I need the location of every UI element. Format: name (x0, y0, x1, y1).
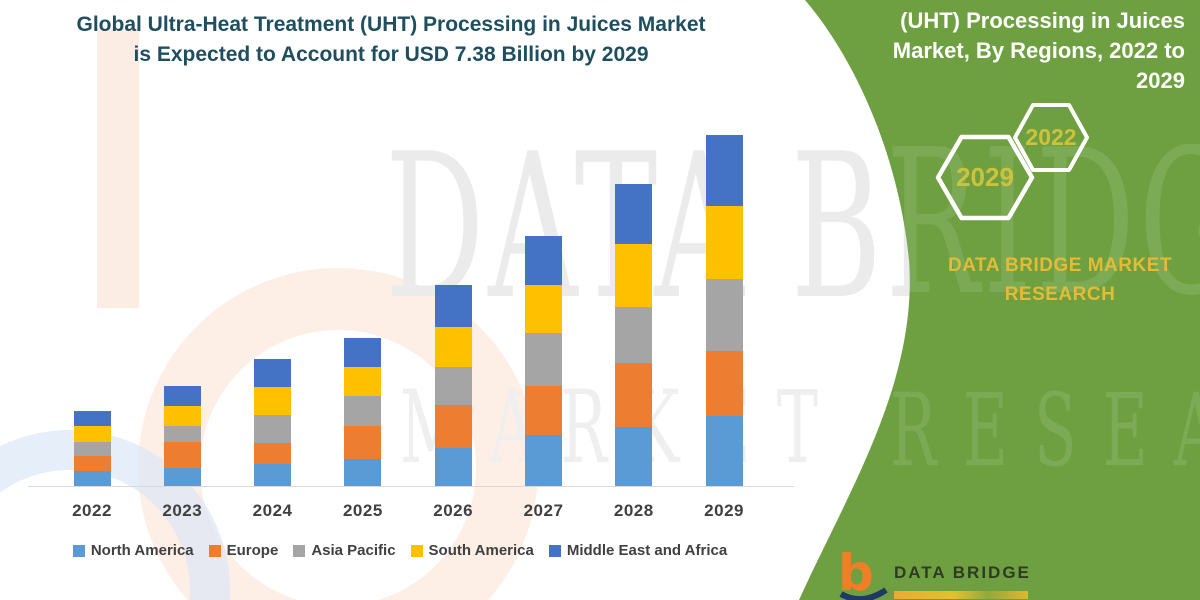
legend-item-asia-pacific: Asia Pacific (293, 542, 396, 559)
stacked-bar-2023 (163, 385, 201, 486)
bar-segment-2023-middle-east-and-africa (163, 385, 201, 406)
legend-label: Middle East and Africa (566, 542, 728, 559)
bar-segment-2024-asia-pacific (254, 415, 292, 444)
bar-segment-2023-north-america (163, 467, 201, 486)
legend-swatch-icon (208, 544, 221, 557)
bar-segment-2028-south-america (615, 243, 653, 307)
hexagon-2029 (935, 134, 1035, 221)
legend-item-europe: Europe (208, 542, 279, 559)
bar-segment-2028-middle-east-and-africa (615, 184, 653, 244)
bar-chart-plot-area (73, 135, 743, 486)
stacked-bar-2027 (525, 236, 562, 486)
bar-segment-2028-north-america (615, 427, 653, 486)
legend-label: Asia Pacific (311, 542, 396, 559)
bar-segment-2025-south-america (344, 366, 382, 396)
chart-legend: North America Europe Asia Pacific South Ame… (25, 542, 775, 559)
bar-segment-2027-asia-pacific (525, 333, 562, 386)
x-axis-label-2024: 2024 (252, 501, 293, 520)
bar-segment-2029-north-america (705, 416, 743, 486)
x-axis-label-2027: 2027 (523, 501, 564, 520)
bar-segment-2022-europe (73, 456, 111, 472)
legend-item-middle-east-and-africa: Middle East and Africa (548, 542, 728, 559)
banner-title-line: (UHT) Processing in Juices (900, 8, 1185, 33)
bar-segment-2022-north-america (73, 471, 111, 486)
bar-segment-2027-middle-east-and-africa (525, 236, 562, 285)
watermark-logo-bar (97, 28, 139, 308)
chart-title-line2: is Expected to Account for USD 7.38 Bill… (133, 43, 649, 67)
legend-swatch-icon (72, 544, 85, 557)
bar-segment-2027-europe (525, 385, 562, 436)
footer-accent-strip (894, 591, 1028, 599)
bar-segment-2022-middle-east-and-africa (73, 410, 111, 427)
x-axis-label-2028: 2028 (613, 501, 654, 520)
bar-segment-2027-south-america (525, 284, 562, 334)
legend-item-north-america: North America (72, 542, 194, 559)
bar-segment-2025-asia-pacific (344, 395, 382, 426)
banner-title: (UHT) Processing in Juices Market, By Reg… (855, 6, 1185, 96)
green-banner-shape: DATA BRIDGE MARKET RESEARCH (740, 0, 1200, 600)
bar-segment-2026-north-america (434, 448, 472, 486)
x-axis-line (28, 486, 794, 487)
bar-segment-2024-south-america (254, 386, 292, 416)
stacked-bar-2028 (615, 184, 653, 486)
chart-title-line1: Global Ultra-Heat Treatment (UHT) Proces… (76, 13, 706, 36)
chart-title: Global Ultra-Heat Treatment (UHT) Proces… (28, 10, 754, 71)
bar-segment-2029-middle-east-and-africa (705, 135, 743, 207)
bar-segment-2023-europe (163, 442, 201, 468)
bar-segment-2024-europe (254, 443, 292, 465)
x-axis-label-2025: 2025 (342, 501, 383, 520)
legend-item-south-america: South America (410, 542, 534, 559)
svg-text:MARKET RESEARCH: MARKET RESEARCH (740, 372, 1200, 489)
footer-logo: b DATA BRIDGE (836, 550, 1136, 600)
x-axis-label-2026: 2026 (433, 501, 474, 520)
bar-segment-2029-asia-pacific (705, 279, 743, 351)
bar-segment-2023-south-america (163, 405, 201, 426)
bar-segment-2026-asia-pacific (434, 367, 472, 406)
bar-segment-2029-europe (705, 350, 743, 417)
bar-segment-2022-asia-pacific (73, 441, 111, 457)
x-axis-label-2029: 2029 (704, 501, 744, 520)
banner-title-line: 2029 (1136, 67, 1185, 93)
x-axis-label-2022: 2022 (72, 501, 112, 520)
hexagon-year-2022: 2022 (1025, 124, 1076, 150)
legend-swatch-icon (548, 544, 561, 557)
data-bridge-b-icon: b (838, 550, 888, 600)
bar-segment-2028-europe (615, 362, 653, 427)
brand-name: DATA BRIDGE MARKET RESEARCH (948, 255, 1172, 306)
legend-label: Europe (226, 542, 279, 559)
stacked-bar-2022 (73, 410, 111, 486)
bar-segment-2026-europe (434, 405, 472, 448)
legend-swatch-icon (410, 544, 423, 557)
banner-title-line: Market, By Regions, 2022 to (892, 37, 1185, 63)
bar-segment-2026-south-america (434, 327, 472, 368)
hexagon-2022 (1013, 103, 1089, 172)
bar-segment-2025-middle-east-and-africa (344, 337, 382, 367)
stacked-bar-2026 (434, 285, 472, 486)
legend-label: South America (428, 542, 534, 559)
bar-segment-2027-north-america (525, 435, 562, 486)
footer-brand-text: DATA BRIDGE (894, 563, 1031, 582)
legend-swatch-icon (293, 544, 306, 557)
bar-segment-2024-middle-east-and-africa (254, 359, 292, 387)
svg-text:b: b (838, 550, 874, 600)
bar-segment-2025-north-america (344, 459, 382, 486)
bar-segment-2029-south-america (705, 206, 743, 280)
stacked-bar-2025 (344, 337, 382, 486)
forecast-hexagons: 2029 2022 (935, 103, 1089, 221)
hexagon-year-2029: 2029 (956, 162, 1014, 192)
bar-segment-2022-south-america (73, 426, 111, 442)
bar-segment-2023-asia-pacific (163, 425, 201, 443)
stacked-bar-2029 (705, 135, 743, 486)
bar-segment-2025-europe (344, 425, 382, 460)
legend-label: North America (90, 542, 194, 559)
x-axis-label-2023: 2023 (162, 501, 203, 520)
bar-segment-2024-north-america (254, 464, 292, 486)
bar-segment-2026-middle-east-and-africa (434, 285, 472, 328)
stacked-bar-2024 (254, 359, 292, 486)
bar-segment-2028-asia-pacific (615, 306, 653, 363)
